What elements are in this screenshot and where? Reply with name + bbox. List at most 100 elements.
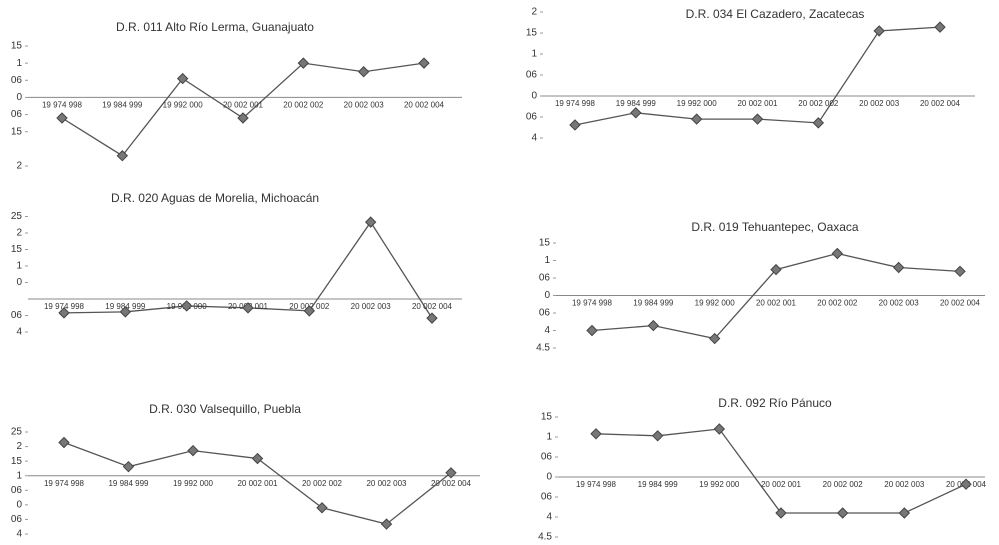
chart-title: D.R. 030 Valsequillo, Puebla — [149, 402, 301, 416]
y-tick-label: 25 — [11, 211, 23, 222]
y-tick-label: 4 — [531, 133, 537, 144]
x-tick-label: 20 002 003 — [859, 99, 900, 108]
x-tick-label: 20 002 001 — [237, 479, 278, 488]
y-tick-label: 4.5 — [536, 343, 550, 354]
data-point — [418, 57, 430, 69]
data-point — [831, 247, 844, 260]
data-point — [56, 112, 68, 124]
y-tick-label: 06 — [11, 109, 23, 120]
x-tick-label: 20 002 002 — [283, 101, 324, 110]
data-point — [954, 265, 966, 278]
data-point — [58, 307, 70, 319]
data-point — [708, 332, 721, 345]
data-point — [590, 428, 602, 440]
x-tick-label: 20 002 003 — [344, 101, 385, 110]
data-point — [898, 507, 911, 519]
data-point — [647, 319, 660, 332]
x-tick-label: 19 974 998 — [44, 302, 85, 311]
x-tick-label: 19 974 998 — [44, 479, 85, 488]
x-tick-label: 19 974 998 — [555, 99, 596, 108]
x-tick-label: 20 002 004 — [404, 101, 445, 110]
y-tick-label: 1 — [16, 58, 22, 69]
y-tick-label: 06 — [526, 112, 538, 123]
x-tick-label: 19 992 000 — [173, 479, 214, 488]
data-point — [934, 21, 946, 33]
data-point — [176, 72, 189, 85]
y-tick-label: 0 — [546, 472, 552, 483]
y-tick-label: 0 — [16, 92, 22, 103]
data-line — [574, 26, 941, 126]
data-point — [569, 119, 581, 131]
data-point — [357, 66, 370, 78]
data-point — [713, 423, 726, 435]
x-tick-label: 20 002 002 — [817, 299, 858, 308]
chart-title: D.R. 011 Alto Río Lerma, Guanajuato — [116, 20, 314, 34]
y-tick-label: 15 — [539, 238, 551, 249]
x-tick-label: 20 002 003 — [351, 302, 392, 311]
x-tick-label: 19 992 000 — [695, 299, 736, 308]
data-point — [651, 430, 664, 442]
x-tick-label: 20 002 002 — [798, 99, 839, 108]
y-tick-label: 0 — [16, 277, 22, 288]
y-tick-label: 15 — [526, 28, 538, 39]
y-tick-label: 0 — [16, 499, 22, 510]
data-point — [242, 302, 254, 314]
y-tick-label: 06 — [11, 485, 23, 496]
y-tick-label: 06 — [526, 70, 538, 81]
y-tick-label: 06 — [539, 308, 551, 319]
data-point — [122, 460, 135, 473]
data-point — [116, 150, 129, 162]
x-tick-label: 19 974 998 — [42, 101, 83, 110]
x-tick-label: 20 002 004 — [940, 299, 981, 308]
y-tick-label: 2 — [16, 228, 22, 239]
data-point — [187, 444, 199, 457]
chart-title: D.R. 034 El Cazadero, Zacatecas — [686, 7, 865, 21]
data-point — [426, 312, 438, 324]
data-point — [690, 113, 703, 125]
data-point — [630, 107, 642, 119]
data-point — [380, 518, 393, 530]
y-tick-label: 4 — [546, 512, 552, 523]
x-tick-label: 19 984 999 — [633, 299, 674, 308]
data-point — [297, 57, 310, 69]
x-tick-label: 20 002 003 — [366, 479, 407, 488]
y-tick-label: 1 — [531, 49, 537, 60]
y-tick-label: 1 — [16, 261, 22, 272]
x-tick-label: 19 992 000 — [163, 101, 204, 110]
data-point — [364, 216, 377, 228]
y-tick-label: 15 — [11, 41, 23, 52]
y-tick-label: 0 — [531, 91, 537, 102]
y-tick-label: 06 — [11, 75, 23, 86]
data-point — [770, 263, 782, 276]
x-tick-label: 19 992 000 — [677, 99, 718, 108]
x-tick-label: 20 002 003 — [884, 480, 925, 489]
data-point — [303, 305, 316, 317]
y-tick-label: 15 — [541, 412, 553, 423]
x-tick-label: 20 002 004 — [412, 302, 453, 311]
y-tick-label: 15 — [11, 456, 23, 467]
data-point — [445, 467, 457, 479]
data-point — [751, 113, 764, 125]
x-tick-label: 20 002 001 — [223, 101, 264, 110]
x-tick-label: 19 984 999 — [102, 101, 143, 110]
x-tick-label: 19 974 998 — [576, 480, 617, 489]
y-tick-label: 1 — [16, 470, 22, 481]
data-point — [812, 117, 825, 129]
data-point — [892, 261, 905, 274]
y-tick-label: 06 — [541, 452, 553, 463]
y-tick-label: 1 — [546, 432, 552, 443]
data-point — [180, 300, 193, 312]
y-tick-label: 4 — [16, 529, 22, 540]
x-tick-label: 19 974 998 — [572, 299, 613, 308]
data-line — [595, 428, 967, 514]
y-tick-label: 0 — [544, 290, 550, 301]
data-point — [775, 507, 787, 519]
x-tick-label: 20 002 004 — [431, 479, 472, 488]
data-point — [251, 452, 264, 465]
x-tick-label: 19 992 000 — [699, 480, 740, 489]
data-point — [586, 324, 598, 337]
chart-title: D.R. 019 Tehuantepec, Oaxaca — [691, 220, 859, 234]
x-tick-label: 20 002 002 — [302, 479, 343, 488]
data-point — [873, 25, 885, 37]
